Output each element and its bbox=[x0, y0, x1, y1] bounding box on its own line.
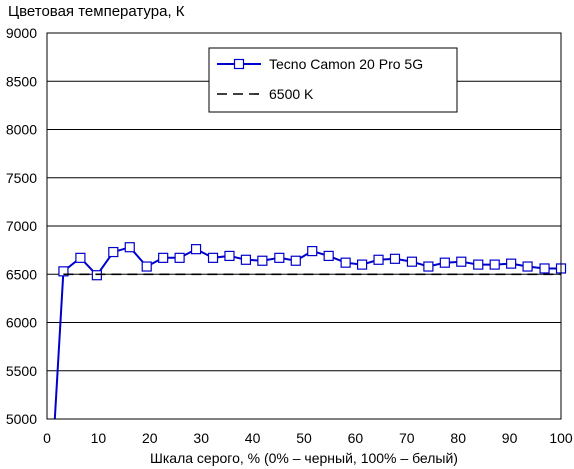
x-tick-label: 10 bbox=[91, 430, 107, 446]
y-tick-label: 5500 bbox=[6, 363, 37, 379]
data-point-marker bbox=[58, 266, 69, 277]
data-point-marker bbox=[423, 261, 434, 272]
y-tick-label: 8500 bbox=[6, 73, 37, 89]
data-point-marker bbox=[389, 253, 401, 264]
data-point-marker bbox=[141, 261, 152, 272]
y-tick-label: 8000 bbox=[6, 122, 37, 138]
data-point-marker bbox=[207, 252, 219, 263]
y-tick-label: 9000 bbox=[6, 25, 37, 41]
y-tick-label: 7000 bbox=[6, 218, 37, 234]
data-point-marker bbox=[240, 254, 252, 265]
data-point-marker bbox=[506, 258, 517, 269]
series-layer bbox=[53, 242, 567, 419]
x-tick-label: 20 bbox=[142, 430, 158, 446]
data-point-marker bbox=[539, 263, 550, 274]
data-point-marker bbox=[323, 250, 334, 262]
data-point-marker bbox=[158, 252, 169, 263]
x-tick-label: 90 bbox=[502, 430, 518, 446]
legend-label: Tecno Camon 20 Pro 5G bbox=[269, 56, 423, 72]
data-point-marker bbox=[307, 245, 318, 257]
data-point-marker bbox=[373, 254, 384, 265]
y-tick-label: 6500 bbox=[6, 266, 37, 282]
series-line-tecno bbox=[53, 246, 561, 419]
data-point-marker bbox=[224, 250, 235, 262]
data-point-marker bbox=[75, 252, 86, 263]
x-tick-label: 50 bbox=[296, 430, 312, 446]
legend-marker bbox=[233, 58, 245, 70]
plot-frame bbox=[46, 32, 562, 420]
data-point-marker bbox=[174, 252, 185, 263]
x-tick-label: 30 bbox=[193, 430, 209, 446]
data-point-marker bbox=[522, 261, 533, 272]
data-point-marker bbox=[356, 259, 368, 270]
data-point-marker bbox=[340, 257, 351, 268]
x-tick-label: 80 bbox=[450, 430, 466, 446]
data-point-marker bbox=[274, 252, 285, 263]
data-point-marker bbox=[439, 257, 450, 268]
data-point-marker bbox=[473, 259, 484, 270]
y-tick-label: 6000 bbox=[6, 315, 37, 331]
data-point-marker bbox=[124, 242, 135, 253]
data-point-marker bbox=[489, 259, 500, 270]
data-point-marker bbox=[456, 256, 467, 267]
data-point-marker bbox=[190, 244, 202, 255]
x-axis-label: Шкала серого, % (0% – черный, 100% – бел… bbox=[150, 450, 458, 466]
y-tick-label: 5000 bbox=[6, 411, 37, 427]
x-tick-label: 60 bbox=[348, 430, 364, 446]
x-tick-label: 40 bbox=[245, 430, 261, 446]
data-point-marker bbox=[108, 246, 119, 258]
x-tick-label: 100 bbox=[549, 430, 573, 446]
data-point-marker bbox=[290, 255, 301, 266]
y-tick-labels: 5000 5500 6000 6500 7000 7500 8000 8500 9000 bbox=[6, 25, 37, 427]
x-tick-labels: 0 10 20 30 40 50 60 70 80 90 100 bbox=[43, 430, 573, 446]
x-tick-label: 70 bbox=[399, 430, 415, 446]
data-point-marker bbox=[406, 256, 418, 267]
y-tick-label: 7500 bbox=[6, 170, 37, 186]
data-point-marker bbox=[91, 270, 102, 281]
legend-label: 6500 K bbox=[269, 86, 314, 102]
x-tick-label: 0 bbox=[43, 430, 51, 446]
data-point-marker bbox=[257, 255, 268, 266]
legend: Tecno Camon 20 Pro 5G 6500 K bbox=[208, 47, 458, 113]
chart-title: Цветовая температура, К bbox=[8, 3, 185, 20]
